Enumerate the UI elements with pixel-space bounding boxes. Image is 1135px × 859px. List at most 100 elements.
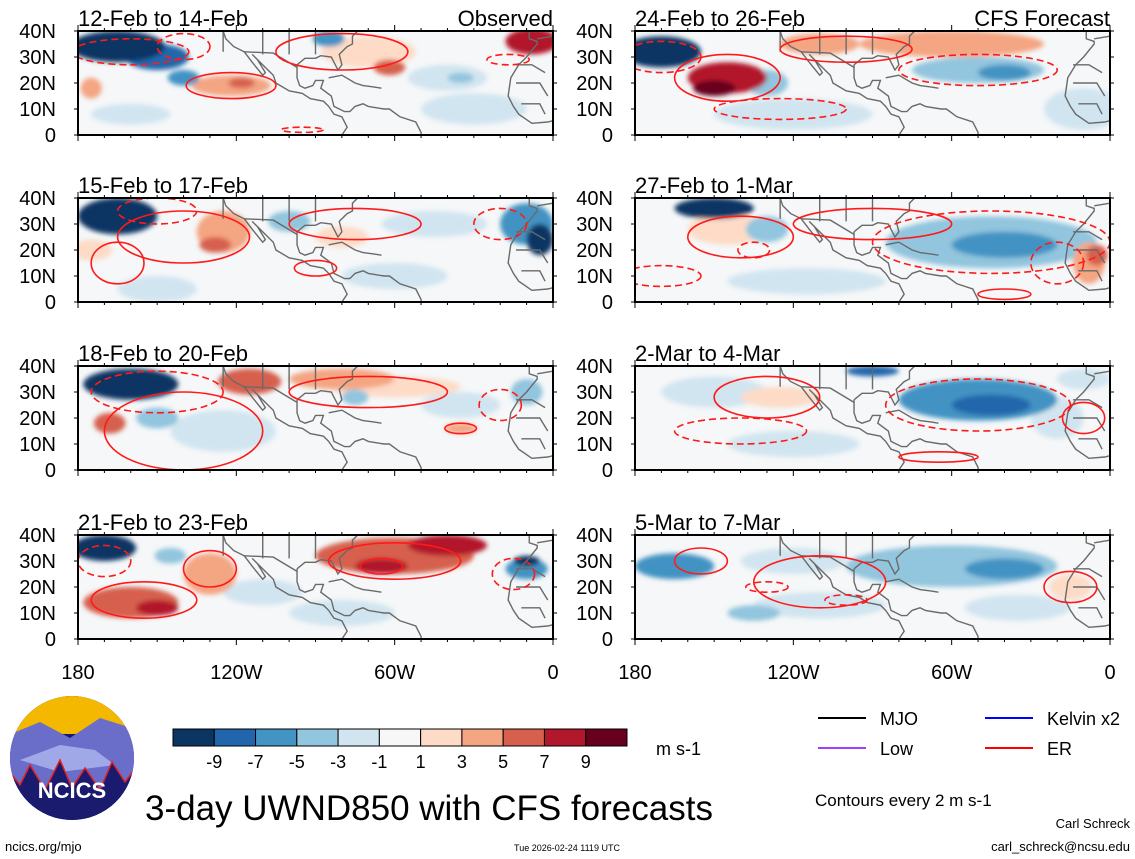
coastline [779,31,905,135]
coastline [521,438,546,450]
colorbar-swatch [213,728,257,747]
footer-email[interactable]: carl_schreck@ncsu.edu [991,839,1130,854]
lon-tick-label: 0 [547,662,558,684]
lat-tick-label: 0 [602,125,613,147]
er-contour-negative [473,207,528,241]
panel-title: 15-Feb to 17-Feb [78,173,248,198]
lon-tick-label: 60W [931,662,972,684]
er-contour-negative [745,580,789,593]
coastline [537,31,553,40]
coastline [537,535,553,544]
coastline [516,417,549,432]
legend-label: MJO [880,709,918,729]
coastline [1078,270,1103,282]
lat-tick-label: 40N [576,356,613,378]
er-contour-negative [78,38,190,66]
anomaly-region [83,368,179,400]
lat-tick-label: 0 [602,292,613,314]
anomaly-region [78,31,166,63]
anomaly-region [753,592,886,619]
er-contour-positive [185,71,277,100]
coastline [516,568,546,578]
lon-tick-label: 180 [61,662,94,684]
colorbar-label: -1 [371,752,387,772]
er-contour-positive [898,450,979,463]
colorbar-label: -5 [289,752,305,772]
lat-tick-label: 10N [576,603,613,625]
anomaly-region [373,59,406,76]
coastline [296,399,422,470]
coastline [507,535,553,629]
colorbar-label: -7 [248,752,264,772]
coastline [779,366,905,470]
er-contour-negative [871,210,1110,275]
anomaly-region [381,211,488,237]
lat-tick-label: 10N [19,266,56,288]
coastline [537,366,553,375]
coastline [853,366,916,407]
panel-title: 2-Mar to 4-Mar [635,341,780,366]
anomaly-region [80,77,102,99]
anomaly-region [136,600,179,616]
er-contour-positive [293,259,338,277]
anomaly-region [714,98,873,130]
er-contour-negative [486,53,531,66]
coastline [328,578,382,593]
coastline [1094,31,1110,40]
colorbar-swatch [296,728,339,747]
lat-tick-label: 40N [19,188,56,210]
coastline [328,409,382,424]
map-panel: 40N 30N 20N 10N 0 5-Mar to 7-Mar 180 120W 60W 0 [576,510,1115,684]
coastline [779,535,905,639]
coastline [853,64,979,135]
lat-tick-label: 20N [19,577,56,599]
colorbar-swatch [420,728,463,747]
coastline [853,231,979,302]
er-contour-negative [156,32,211,61]
coastline [853,568,979,639]
anomaly-region [951,231,1058,258]
lat-tick-label: 10N [576,266,613,288]
column-label: Observed [458,6,553,31]
coastline [222,366,348,470]
anomaly-region [91,103,171,125]
coastline [1064,31,1110,125]
anomaly-region [740,386,820,408]
er-contour-negative [635,264,702,288]
anomaly-region [289,600,395,626]
anomaly-region [183,553,237,595]
lat-tick-label: 0 [602,460,613,482]
coastline [244,386,298,403]
er-contour-negative [90,370,224,414]
er-contour-positive [1061,401,1106,435]
column-label: CFS Forecast [974,6,1110,31]
lat-tick-label: 20N [19,73,56,95]
coastline [1094,366,1110,375]
panel-title: 18-Feb to 20-Feb [78,341,248,366]
er-contour-negative [635,40,702,74]
coastline [1064,535,1110,629]
er-contour-positive [713,375,821,419]
anomaly-region [341,389,369,406]
anomaly-region [341,263,448,289]
map-panel: 40N 30N 20N 10N 0 24-Feb to 26-Feb CFS Forecas… [576,6,1114,147]
lat-tick-label: 30N [576,47,613,69]
er-contour-positive [1043,570,1098,604]
map-panel: 40N 30N 20N 10N 0 2-Mar to 4-Mar [576,341,1114,482]
colorbar-swatch [337,728,380,747]
lat-tick-label: 20N [576,577,613,599]
coastline [521,103,546,115]
coastline [296,535,359,576]
coastline [296,64,422,135]
anomaly-region [1044,88,1110,130]
footer-url[interactable]: ncics.org/mjo [5,839,82,854]
anomaly-region [635,553,715,580]
coastline [1073,249,1106,264]
er-contour-negative [737,241,771,259]
footer-timestamp: Tue 2026-02-24 1119 UTC [514,843,620,853]
coastline [853,31,916,72]
lat-tick-label: 40N [576,188,613,210]
er-contour-negative [824,593,869,606]
er-contour-negative [478,388,523,422]
lat-tick-label: 40N [19,525,56,547]
